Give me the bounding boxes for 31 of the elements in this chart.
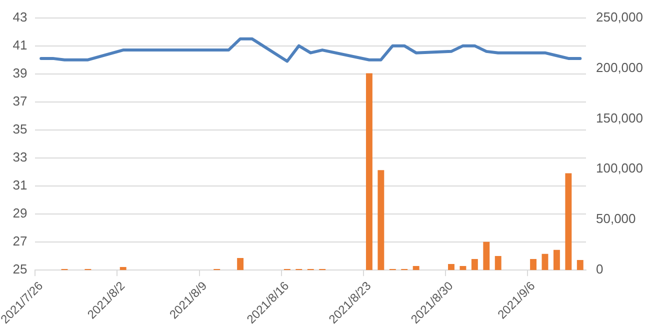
y2-tick-label: 0 <box>596 262 604 277</box>
y-tick-label: 35 <box>12 122 28 136</box>
y2-tick-label: 50,000 <box>596 211 636 226</box>
bar <box>494 256 502 270</box>
y-tick-label: 27 <box>12 234 28 249</box>
y-tick-label: 37 <box>12 93 28 108</box>
y-tick-label: 39 <box>12 65 28 80</box>
y2-tick-label: 150,000 <box>596 110 644 126</box>
bar <box>483 242 490 270</box>
bar <box>237 258 244 270</box>
bar <box>460 266 466 270</box>
bar <box>412 266 420 270</box>
y2-tick-label: 100,000 <box>596 160 644 176</box>
bar <box>542 254 548 270</box>
y-tick-label: 31 <box>12 178 28 193</box>
bar <box>120 267 126 270</box>
bar <box>530 258 536 270</box>
bar <box>471 258 478 270</box>
bar <box>378 170 384 270</box>
bar <box>448 264 454 270</box>
y2-tick-label: 250,000 <box>596 9 644 24</box>
y-tick-label: 25 <box>12 262 28 277</box>
bar <box>366 73 372 270</box>
y-tick-label: 29 <box>12 206 28 221</box>
bar <box>576 260 584 270</box>
y2-tick-label: 200,000 <box>596 60 644 75</box>
y-tick-label: 41 <box>12 37 28 52</box>
y-tick-label: 33 <box>12 150 28 165</box>
bar <box>565 173 572 270</box>
bar <box>553 250 560 270</box>
y-tick-label: 43 <box>12 9 28 24</box>
